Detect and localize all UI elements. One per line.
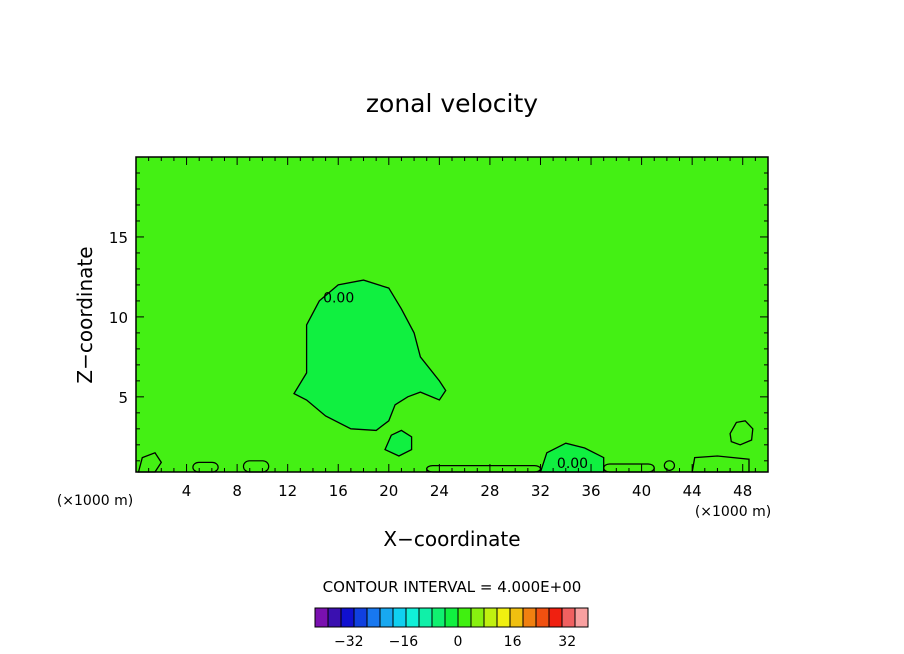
colorbar-swatch [405, 607, 420, 628]
colorbar-swatch [379, 607, 394, 628]
colorbar-swatch [444, 607, 459, 628]
colorbar-tick-label: 16 [504, 634, 522, 650]
x-unit-left: (×1000 m) [57, 493, 133, 509]
colorbar-swatch [327, 607, 342, 628]
colorbar-tick-label: 32 [558, 634, 576, 650]
x-axis-label: X−coordinate [383, 527, 520, 551]
x-unit-right: (×1000 m) [695, 504, 771, 520]
colorbar-swatch [483, 607, 498, 628]
colorbar-swatch [548, 607, 563, 628]
colorbar-swatch [535, 607, 550, 628]
colorbar-swatch [340, 607, 355, 628]
x-tick-label: 20 [379, 482, 398, 500]
colorbar-swatch [470, 607, 485, 628]
colorbar-swatch [509, 607, 524, 628]
y-axis-label: Z−coordinate [73, 246, 97, 383]
colorbar-swatch [314, 607, 329, 628]
contour-label-surface: 0.00 [557, 456, 588, 472]
field-background [136, 157, 768, 472]
x-tick-label: 24 [430, 482, 449, 500]
colorbar-swatch [392, 607, 407, 628]
contour-region-surface-right [691, 455, 750, 473]
colorbar-swatch [561, 607, 576, 628]
x-tick-label: 8 [232, 482, 242, 500]
colorbar-tick-label: 0 [454, 634, 463, 650]
colorbar-tick-label: −32 [334, 634, 364, 650]
colorbar-swatch [366, 607, 381, 628]
contour-region-blob-20 [384, 429, 413, 457]
x-tick-label: 12 [278, 482, 297, 500]
x-tick-label: 28 [480, 482, 499, 500]
contour-label-upper: 0.00 [323, 291, 354, 307]
contour-region-blob-48 [729, 420, 754, 446]
x-tick-label: 40 [632, 482, 651, 500]
x-tick-label: 4 [182, 482, 192, 500]
contour-region-upper-cell [293, 279, 447, 432]
x-tick-label: 48 [733, 482, 752, 500]
x-tick-label: 44 [683, 482, 702, 500]
x-tick-label: 32 [531, 482, 550, 500]
colorbar-swatch [496, 607, 511, 628]
colorbar-swatch [418, 607, 433, 628]
x-tick-label: 16 [329, 482, 348, 500]
colorbar-swatch [353, 607, 368, 628]
colorbar-swatch [457, 607, 472, 628]
colorbar-tick-label: −16 [389, 634, 419, 650]
colorbar-swatch [522, 607, 537, 628]
colorbar-swatch [574, 607, 589, 628]
surface-feature-5 [663, 460, 676, 472]
colorbar-swatch [431, 607, 446, 628]
contour-interval-text: CONTOUR INTERVAL = 4.000E+00 [323, 578, 582, 596]
y-tick-label: 5 [118, 389, 128, 407]
x-tick-label: 36 [581, 482, 600, 500]
y-tick-label: 10 [109, 309, 128, 327]
y-tick-label: 15 [109, 229, 128, 247]
chart-title: zonal velocity [366, 89, 538, 118]
